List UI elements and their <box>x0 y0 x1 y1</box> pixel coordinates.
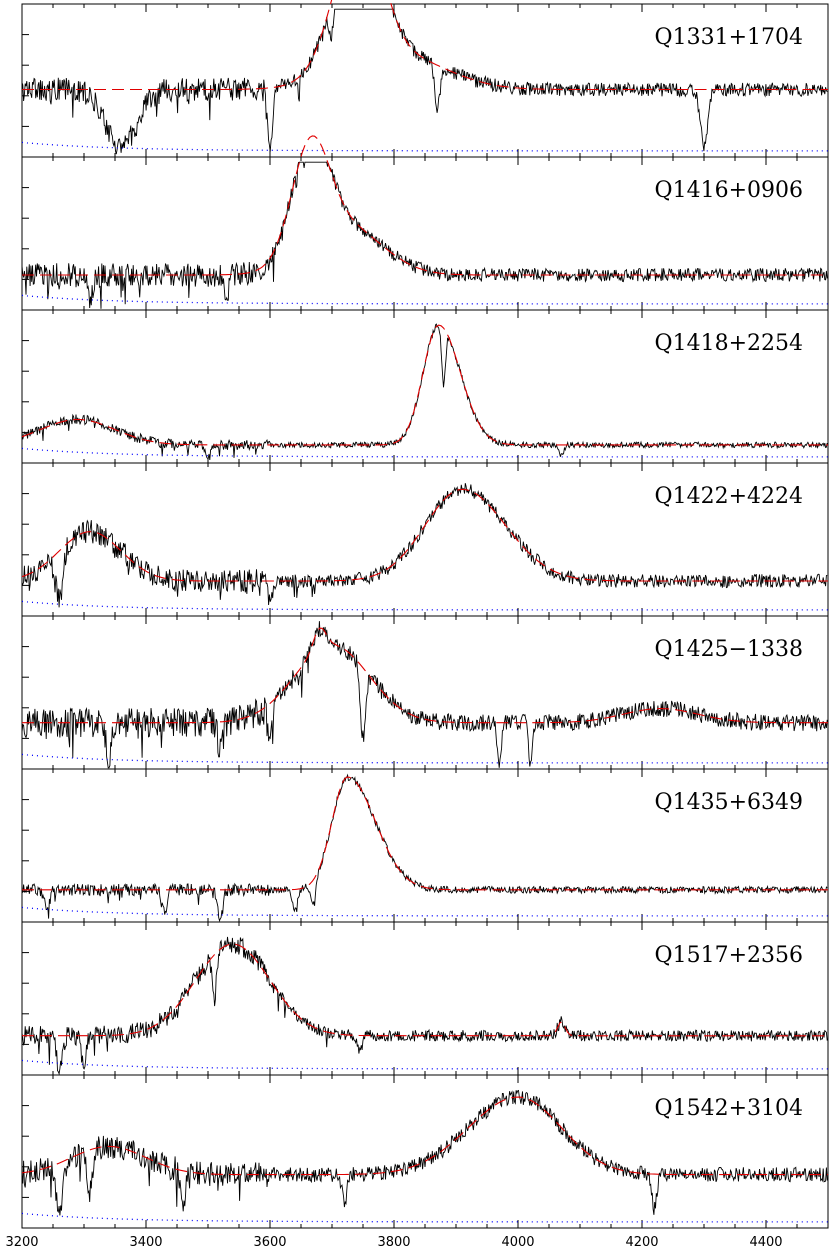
x-tick-label: 3200 <box>5 1235 38 1247</box>
spectrum-line <box>21 1089 828 1216</box>
panel-label: Q1435+6349 <box>655 790 803 815</box>
x-tick-label: 4000 <box>501 1235 534 1247</box>
panel-label: Q1422+4224 <box>655 484 803 509</box>
x-tick-label: 3800 <box>377 1235 410 1247</box>
error-line <box>21 1059 828 1070</box>
x-tick-label: 4200 <box>625 1235 658 1247</box>
error-line <box>21 1212 828 1223</box>
error-line <box>21 753 828 764</box>
error-line <box>21 906 828 917</box>
x-tick-label: 3400 <box>129 1235 162 1247</box>
panel-label: Q1331+1704 <box>655 25 803 50</box>
fit-line <box>22 776 828 891</box>
error-line <box>21 294 828 305</box>
panel-label: Q1425−1338 <box>655 637 803 662</box>
spectrum-line <box>21 8 828 155</box>
fit-line <box>21 1096 828 1176</box>
panel-label: Q1416+0906 <box>655 178 803 203</box>
fit-line <box>22 943 828 1037</box>
fit-line <box>21 324 828 446</box>
panel-label: Q1517+2356 <box>655 943 803 968</box>
fit-line <box>22 0 828 91</box>
error-line <box>21 141 828 152</box>
fit-line <box>21 488 828 582</box>
spectrum-line <box>21 936 828 1076</box>
panel-label: Q1542+3104 <box>655 1096 803 1121</box>
x-tick-label: 3600 <box>253 1235 286 1247</box>
fit-line <box>22 627 828 724</box>
error-line <box>21 447 828 458</box>
error-line <box>21 600 828 611</box>
fit-line <box>22 135 828 276</box>
panel-label: Q1418+2254 <box>655 331 803 356</box>
x-tick-label: 4400 <box>749 1235 782 1247</box>
